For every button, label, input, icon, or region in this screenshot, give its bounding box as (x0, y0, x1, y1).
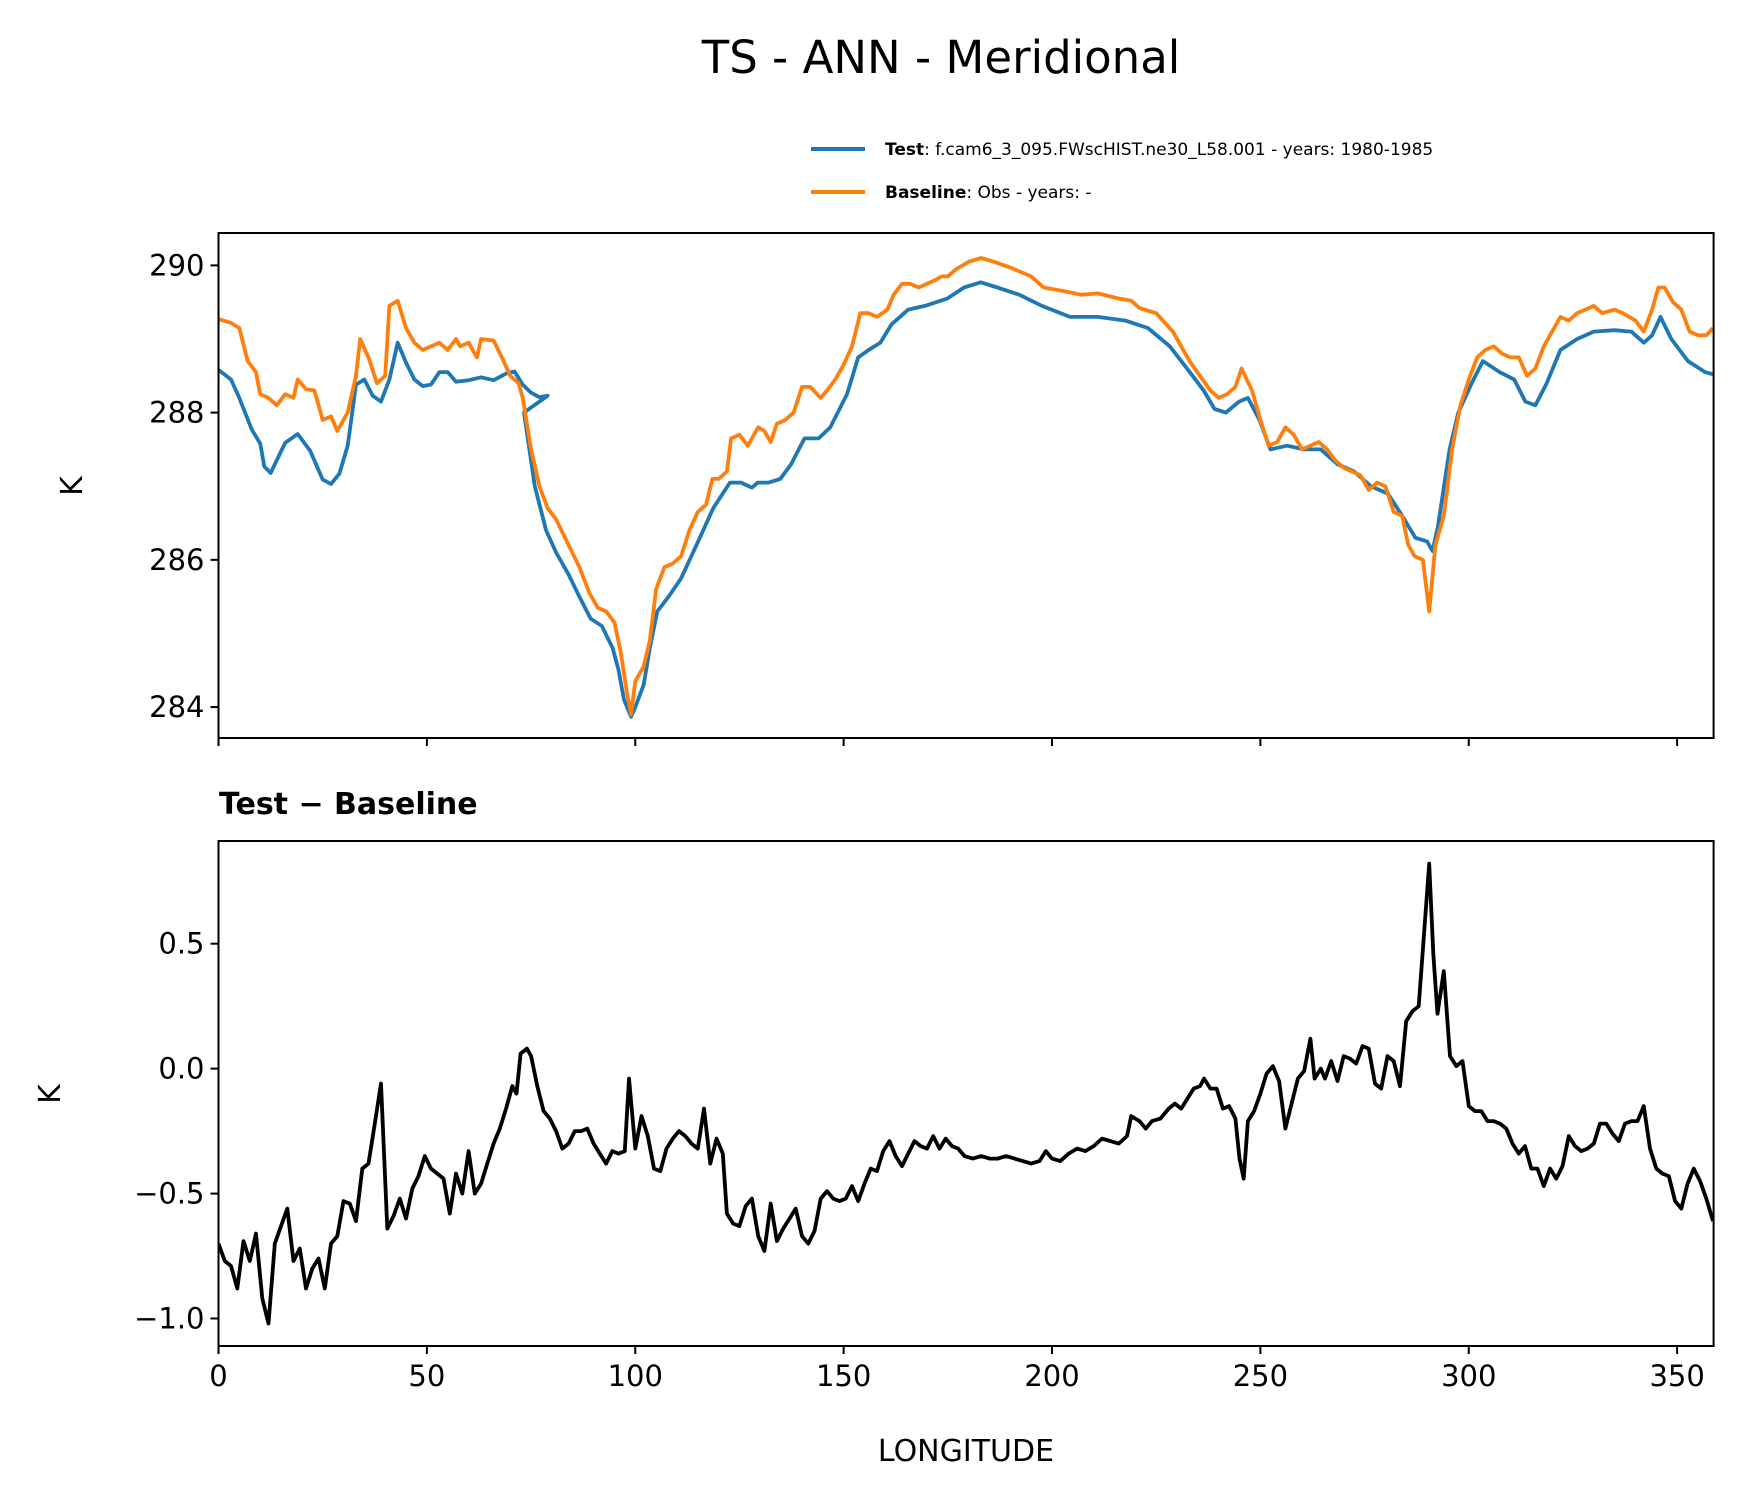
legend-baseline-name: Baseline (885, 183, 966, 203)
y-tick-label: −1.0 (134, 1302, 204, 1336)
y-tick-label: 0.0 (158, 1052, 204, 1086)
x-tick-label: 0 (209, 1359, 227, 1393)
series-line-baseline (218, 256, 1714, 717)
y-tick-label: 288 (149, 396, 204, 430)
bottom-panel: −1.0 −0.5 0.0 0.5 0 50 100 150 200 250 300 350 (134, 840, 1715, 1393)
legend-entry-test: Test: f.cam6_3_095.FWscHIST.ne30_L58.001… (885, 140, 1433, 160)
axes-frame (217, 232, 1715, 739)
x-tick-label: 350 (1649, 1359, 1704, 1393)
axes-frame (217, 840, 1715, 1347)
series-line-test-baseline (218, 861, 1714, 1326)
legend-baseline-text: : Obs - years: - (966, 183, 1091, 203)
legend: Test: f.cam6_3_095.FWscHIST.ne30_L58.001… (811, 140, 1433, 203)
x-tick-label: 150 (816, 1359, 871, 1393)
bottom-panel-ylabel: K (33, 1083, 68, 1104)
y-tick-label: 0.5 (158, 927, 204, 961)
legend-test-text: : f.cam6_3_095.FWscHIST.ne30_L58.001 - y… (924, 140, 1433, 160)
x-axis-label: LONGITUDE (878, 1434, 1054, 1469)
top-panel: 284 286 288 290 (149, 232, 1715, 746)
y-tick-label: 284 (149, 690, 204, 724)
figure-title: TS - ANN - Meridional (701, 31, 1181, 84)
x-tick-label: 100 (608, 1359, 663, 1393)
x-tick-label: 200 (1024, 1359, 1079, 1393)
bottom-panel-title: Test − Baseline (219, 787, 478, 822)
y-tick-label: −0.5 (134, 1177, 204, 1211)
x-tick-label: 300 (1441, 1359, 1496, 1393)
legend-test-name: Test (885, 140, 924, 160)
top-panel-ylabel: K (55, 475, 90, 496)
legend-entry-baseline: Baseline: Obs - years: - (885, 183, 1092, 203)
y-tick-label: 290 (149, 248, 204, 282)
series-line-test (218, 280, 1714, 719)
x-tick-label: 50 (408, 1359, 445, 1393)
y-tick-label: 286 (149, 543, 204, 577)
x-tick-label: 250 (1233, 1359, 1288, 1393)
